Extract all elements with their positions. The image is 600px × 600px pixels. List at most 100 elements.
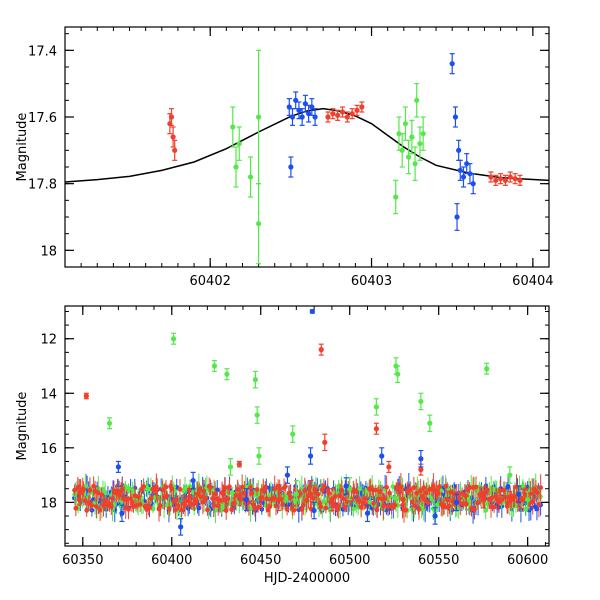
- data-point: [227, 464, 234, 470]
- plot-area: [65, 49, 558, 265]
- data-point: [233, 164, 239, 170]
- baseline-point: [126, 506, 131, 512]
- data-point: [393, 194, 399, 200]
- baseline-point: [235, 487, 241, 492]
- data-point: [290, 431, 296, 437]
- data-point: [406, 154, 412, 160]
- baseline-point: [425, 500, 431, 506]
- baseline-point: [238, 497, 244, 502]
- data-point: [449, 61, 455, 67]
- baseline-point: [341, 496, 346, 502]
- baseline-point: [463, 501, 469, 507]
- data-point: [414, 97, 420, 103]
- x-tick-label: 60450: [240, 553, 281, 568]
- model-curve: [65, 107, 549, 183]
- baseline-point: [387, 490, 392, 496]
- data-point: [312, 114, 318, 120]
- data-point: [553, 168, 558, 173]
- data-point: [402, 121, 409, 127]
- baseline-point: [332, 493, 338, 499]
- baseline-point: [462, 493, 468, 499]
- baseline-point: [356, 499, 362, 504]
- data-point: [322, 439, 328, 445]
- baseline-point: [293, 487, 298, 492]
- baseline-point: [179, 507, 184, 513]
- data-point: [480, 497, 486, 503]
- data-point: [119, 510, 125, 516]
- baseline-point: [193, 498, 199, 504]
- data-point: [230, 124, 236, 130]
- data-point: [444, 497, 451, 503]
- x-tick-label: 60404: [512, 274, 553, 289]
- series-blue: [286, 53, 476, 231]
- baseline-point: [501, 487, 507, 493]
- data-point: [484, 366, 490, 372]
- data-point: [288, 164, 294, 170]
- baseline-point: [437, 484, 442, 490]
- data-point: [293, 491, 299, 497]
- baseline-point: [483, 507, 489, 513]
- y-tick-label: 16: [40, 442, 57, 457]
- baseline-point: [530, 499, 536, 505]
- data-point: [307, 491, 314, 497]
- series-red: [76, 343, 513, 512]
- bottom-panel: 60350 60400 60450 60500 60550 60600 12 14 16 18 Ma…: [15, 305, 550, 586]
- data-point: [83, 393, 89, 399]
- data-point: [512, 176, 518, 182]
- y-tick-label: 12: [40, 333, 57, 348]
- baseline-point: [421, 506, 427, 512]
- data-point: [190, 477, 196, 484]
- baseline-point: [160, 487, 166, 493]
- baseline-point: [141, 484, 147, 489]
- baseline-point: [163, 484, 169, 490]
- baseline-point: [176, 503, 181, 509]
- baseline-point: [212, 491, 218, 497]
- baseline-point: [412, 503, 418, 509]
- data-point: [236, 461, 242, 467]
- baseline-point: [288, 495, 294, 500]
- data-point: [329, 497, 335, 503]
- baseline-point: [173, 507, 178, 512]
- data-point: [307, 453, 314, 459]
- baseline-point: [385, 504, 391, 509]
- baseline-point: [538, 485, 544, 490]
- baseline-point: [267, 504, 273, 510]
- baseline-point: [441, 503, 447, 509]
- baseline-point: [84, 507, 90, 513]
- plot-frame: [64, 305, 550, 547]
- baseline-point: [177, 486, 183, 492]
- data-point: [432, 513, 438, 519]
- data-point: [507, 174, 513, 180]
- baseline-point: [414, 490, 420, 496]
- baseline-point: [351, 506, 356, 512]
- data-point: [488, 174, 494, 180]
- baseline-point: [196, 505, 202, 511]
- baseline-band-red: [72, 473, 544, 523]
- baseline-point: [99, 492, 104, 498]
- y-tick-label: 17.4: [28, 44, 57, 59]
- baseline-point: [164, 493, 170, 499]
- baseline-point: [534, 506, 540, 512]
- data-point: [309, 308, 315, 315]
- baseline-point: [409, 499, 415, 505]
- baseline-point: [310, 495, 316, 501]
- data-point: [252, 377, 258, 383]
- baseline-point: [87, 487, 93, 493]
- baseline-point: [297, 490, 303, 496]
- baseline-point: [384, 484, 390, 490]
- baseline-point: [375, 496, 381, 502]
- baseline-point: [484, 487, 490, 493]
- baseline-point: [473, 484, 479, 490]
- baseline-point: [489, 495, 495, 501]
- x-axis-label: HJD-2400000: [264, 571, 350, 586]
- baseline-point: [227, 484, 232, 490]
- data-point: [178, 524, 184, 530]
- data-point: [170, 336, 177, 342]
- baseline-point: [282, 484, 288, 489]
- baseline-point: [392, 502, 398, 508]
- data-point: [349, 111, 355, 117]
- baseline-point: [89, 503, 95, 508]
- y-tick-label: 18: [40, 244, 57, 259]
- data-point: [457, 167, 463, 173]
- baseline-point: [249, 490, 255, 496]
